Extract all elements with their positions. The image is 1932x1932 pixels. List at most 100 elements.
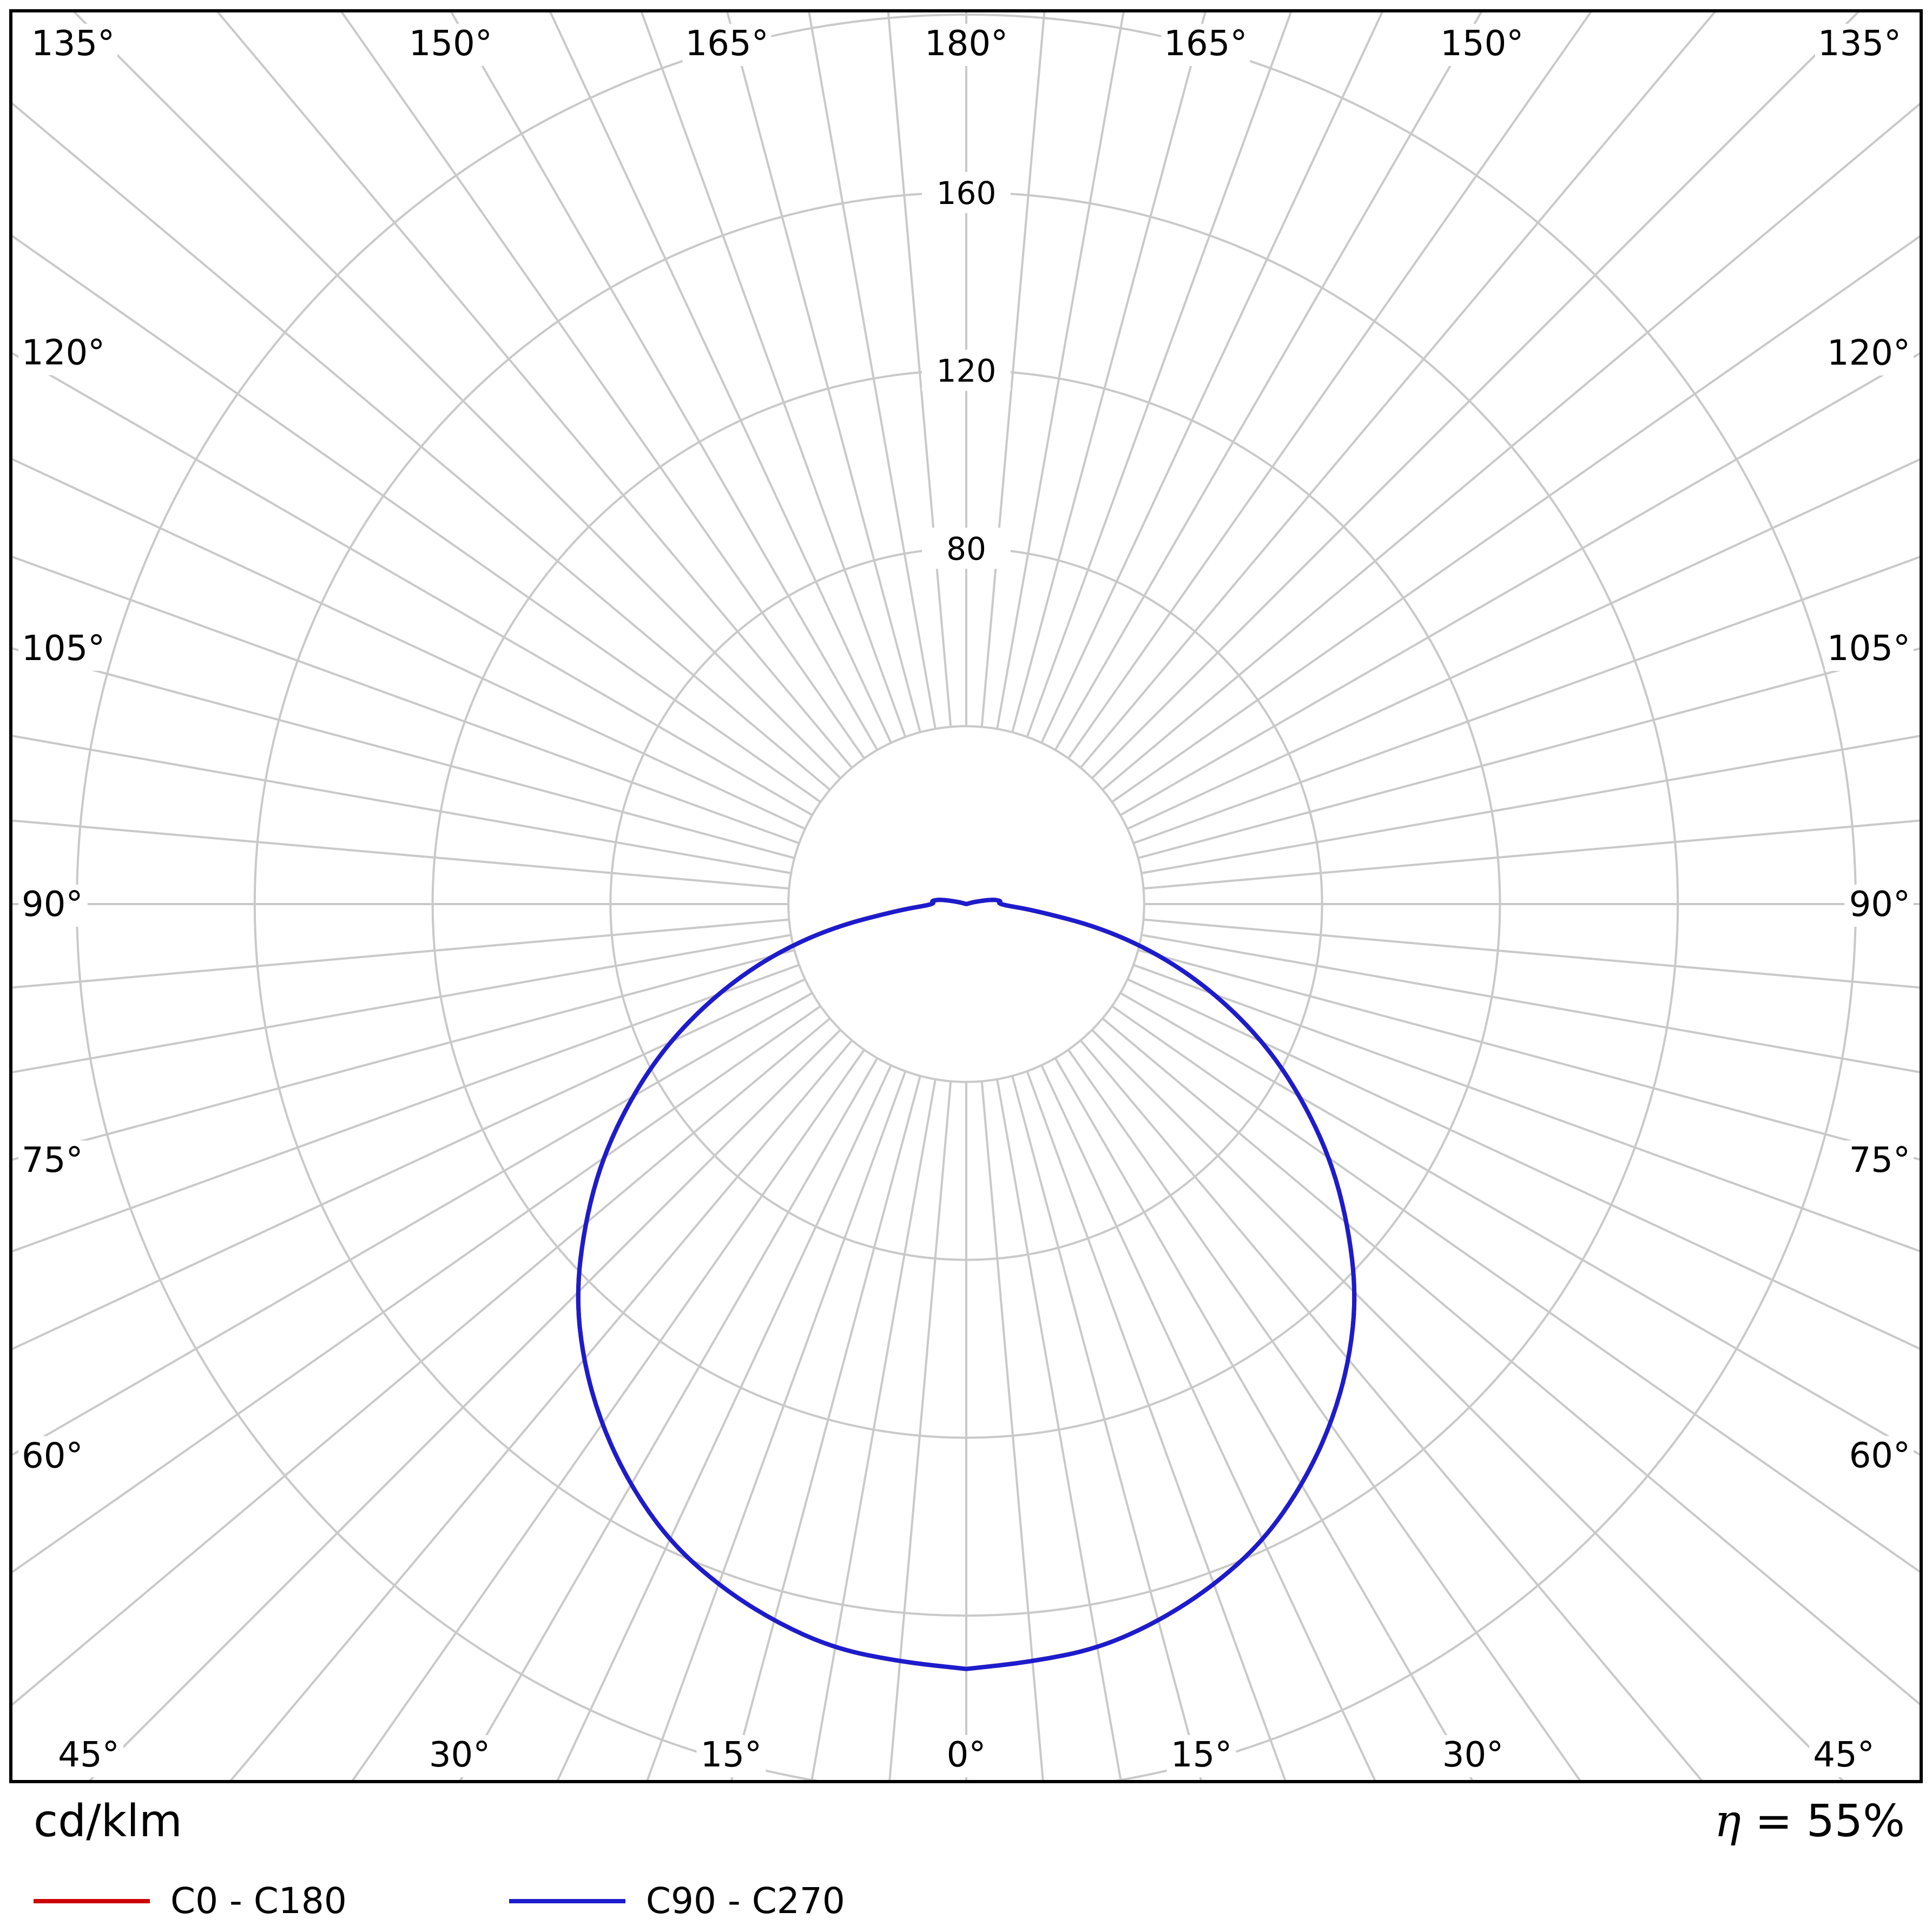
angle-label-mask	[1825, 333, 1914, 375]
angle-label-mask	[1815, 24, 1904, 66]
grid-spoke	[1111, 234, 1921, 803]
angle-label-mask	[696, 1735, 766, 1777]
angle-label-mask	[1438, 24, 1527, 66]
grid-spoke	[71, 11, 841, 779]
legend-line-c90-c270	[509, 1898, 625, 1903]
angle-label: 165°	[1164, 24, 1247, 64]
angle-label-mask	[406, 24, 495, 66]
angle-label-mask	[29, 24, 117, 66]
legend-item-c90-c270: C90 - C270	[509, 1880, 845, 1922]
eta-symbol: η	[1714, 1796, 1741, 1847]
grid-spoke	[1141, 934, 1921, 1074]
angle-label: 75°	[22, 1140, 83, 1181]
grid-spoke	[11, 555, 800, 845]
grid-spoke	[807, 11, 937, 729]
angle-label-mask	[1825, 629, 1914, 671]
grid-spoke	[1119, 992, 1921, 1457]
grid-spoke	[1091, 11, 1861, 779]
grid-spoke	[1054, 11, 1483, 751]
grid-spoke	[11, 647, 795, 859]
grid-spoke	[645, 1071, 907, 1782]
legend: C0 - C180 C90 - C270	[34, 1880, 845, 1922]
grid-spoke	[458, 1057, 879, 1782]
angle-label-mask	[425, 1735, 494, 1777]
angle-label-mask	[1844, 1436, 1914, 1479]
grid-spoke	[1133, 964, 1921, 1253]
grid-spoke	[1091, 1029, 1845, 1782]
unit-label: cd/klm	[34, 1796, 182, 1847]
legend-line-c0-c180	[34, 1898, 150, 1903]
grid-spoke	[215, 11, 853, 769]
grid-spoke	[350, 1049, 866, 1782]
angle-label-mask	[922, 24, 1011, 66]
angle-label-mask	[1438, 1735, 1508, 1777]
angle-label-mask	[18, 333, 107, 375]
grid-spoke	[1127, 978, 1921, 1351]
grid-spoke	[810, 1079, 937, 1782]
grid-spoke	[11, 978, 806, 1351]
grid-spoke	[11, 457, 806, 830]
angle-label-mask	[1166, 1735, 1236, 1777]
grid-spoke	[1067, 11, 1593, 759]
angle-label: 15°	[1171, 1735, 1232, 1775]
grid-spoke	[11, 234, 821, 803]
grid-spoke	[887, 11, 952, 727]
grid-spoke	[888, 1081, 952, 1782]
grid-spoke	[1054, 1057, 1474, 1782]
angle-label-mask	[1844, 885, 1914, 927]
grid-spoke	[1102, 101, 1921, 791]
legend-label-c0-c180: C0 - C180	[170, 1880, 347, 1922]
chart-frame	[9, 9, 1923, 1783]
grid-spoke	[11, 1005, 821, 1574]
grid-spoke	[11, 934, 792, 1074]
curve-c90-c270	[576, 898, 1357, 1671]
grid-spoke	[1026, 1071, 1287, 1782]
grid-spoke	[1026, 11, 1293, 737]
angle-label: 150°	[1440, 24, 1524, 64]
grid-spoke	[1143, 819, 1921, 890]
grid-spoke	[87, 1029, 841, 1782]
angle-label: 120°	[22, 333, 105, 373]
eta-value: = 55%	[1755, 1796, 1905, 1847]
angle-label: 30°	[1442, 1735, 1504, 1775]
angle-label-mask	[18, 628, 107, 671]
angle-label: 30°	[429, 1735, 490, 1775]
grid-spoke	[11, 992, 813, 1457]
angle-label-mask	[18, 1140, 88, 1183]
efficiency-text: η = 55%	[1715, 1796, 1905, 1847]
angle-label-mask	[54, 1735, 123, 1777]
grid-spoke	[1040, 1065, 1377, 1782]
grid-spoke	[11, 819, 789, 890]
grid-spoke	[548, 11, 892, 743]
grid-spoke	[1138, 647, 1921, 859]
grid-spoke	[996, 1079, 1123, 1782]
grid-spoke	[339, 11, 866, 759]
angle-label: 45°	[1813, 1735, 1874, 1775]
angle-label-mask	[682, 24, 772, 66]
grid-spoke	[1111, 1005, 1921, 1574]
angle-label: 90°	[22, 885, 83, 925]
angle-label: 135°	[31, 24, 115, 64]
angle-label: 45°	[58, 1735, 119, 1775]
angle-label: 60°	[22, 1436, 83, 1476]
ring-label-mask	[922, 527, 1011, 569]
grid-spoke	[11, 964, 800, 1253]
ring-labels: 80 120 160	[922, 172, 1011, 569]
grid-spoke	[1133, 555, 1921, 845]
grid-spoke	[11, 351, 813, 816]
grid-spoke	[11, 1017, 831, 1707]
angle-label: 90°	[1849, 885, 1910, 925]
angle-label: 0°	[947, 1735, 986, 1775]
legend-label-c90-c270: C90 - C270	[645, 1880, 845, 1922]
angle-label: 150°	[409, 24, 492, 64]
ring-label: 160	[937, 175, 997, 212]
angle-label: 105°	[22, 629, 105, 669]
grid-spoke	[11, 101, 831, 791]
grid-spoke	[1067, 1049, 1582, 1782]
grid-spoke	[980, 1081, 1044, 1782]
angle-label: 120°	[1827, 333, 1910, 373]
grid-spoke	[639, 11, 907, 737]
grid-spoke	[1040, 11, 1384, 743]
grid-spoke	[228, 1039, 853, 1782]
grid-spoke	[1127, 457, 1921, 830]
